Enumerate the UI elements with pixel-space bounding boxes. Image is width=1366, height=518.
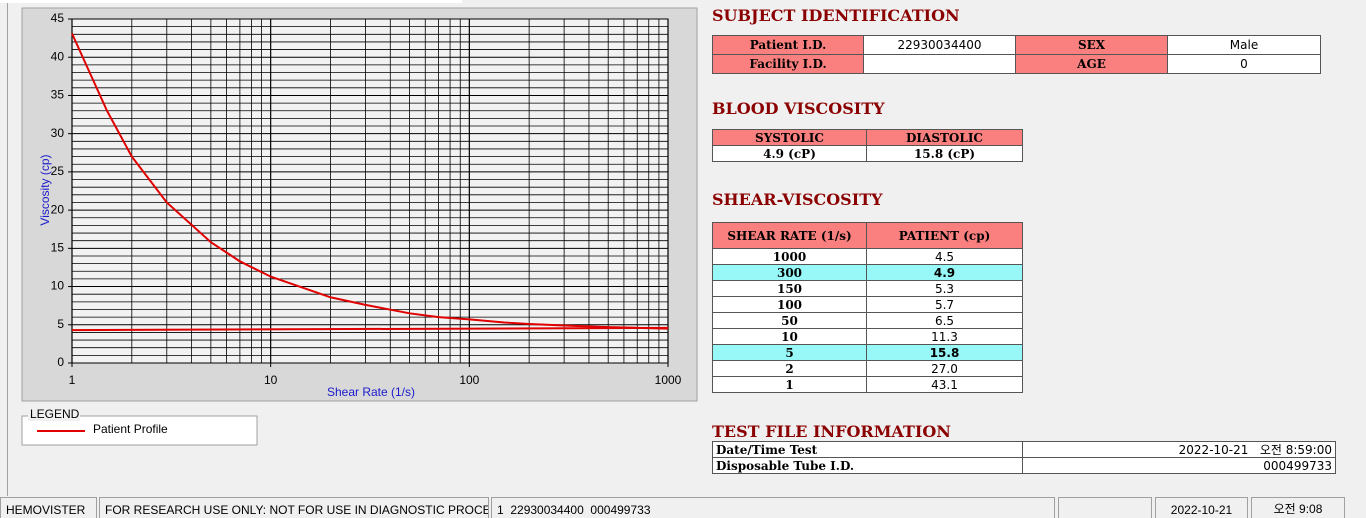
patient-viscosity: 15.8 <box>866 344 1023 361</box>
status-cell: FOR RESEARCH USE ONLY: NOT FOR USE IN DI… <box>99 497 489 518</box>
status-cell <box>1058 497 1152 518</box>
y-tick-label: 30 <box>51 126 65 140</box>
patient-viscosity: 6.5 <box>866 312 1023 329</box>
patient-viscosity: 11.3 <box>866 328 1023 345</box>
plot-area <box>71 18 669 364</box>
status-cell: HEMOVISTER <box>0 497 97 518</box>
left-border <box>7 0 8 496</box>
shear-rate: 50 <box>712 312 867 329</box>
section-title: TEST FILE INFORMATION <box>712 422 951 441</box>
info-label: Disposable Tube I.D. <box>712 457 1023 474</box>
y-axis-label: Viscosity (cp) <box>38 154 52 225</box>
info-value: 2022-10-21 오전 8:59:00 <box>1022 441 1336 458</box>
section-title: SUBJECT IDENTIFICATION <box>712 6 960 25</box>
column-header: DIASTOLIC <box>866 129 1023 146</box>
shear-rate: 150 <box>712 280 867 297</box>
top-strip <box>0 0 462 3</box>
field-label: SEX <box>1015 35 1168 55</box>
patient-viscosity: 43.1 <box>866 376 1023 393</box>
legend-label: Patient Profile <box>93 422 168 436</box>
section-title: SHEAR-VISCOSITY <box>712 190 883 209</box>
shear-rate: 1000 <box>712 248 867 265</box>
y-tick-label: 0 <box>57 355 64 369</box>
shear-rate: 10 <box>712 328 867 345</box>
shear-rate: 100 <box>712 296 867 313</box>
y-tick-label: 10 <box>51 279 65 293</box>
info-label: Date/Time Test <box>712 441 1023 458</box>
x-axis-label: Shear Rate (1/s) <box>327 385 415 399</box>
x-tick-label: 1 <box>69 373 76 387</box>
patient-viscosity: 5.3 <box>866 280 1023 297</box>
status-cell: 2022-10-21 <box>1155 497 1248 518</box>
data-line <box>71 326 669 332</box>
y-tick-label: 20 <box>51 202 65 216</box>
info-value: 000499733 <box>1022 457 1336 474</box>
x-tick-label: 100 <box>459 373 479 387</box>
x-tick-label: 10 <box>264 373 278 387</box>
y-tick-label: 45 <box>51 11 65 25</box>
y-tick-label: 5 <box>57 317 64 331</box>
patient-viscosity: 27.0 <box>866 360 1023 377</box>
column-header: SYSTOLIC <box>712 129 867 146</box>
field-value: 0 <box>1167 54 1321 74</box>
patient-viscosity: 4.5 <box>866 248 1023 265</box>
y-tick-label: 40 <box>51 49 65 63</box>
chart: Shear Rate (1/s) Viscosity (cp) LEGEND 0… <box>21 7 698 446</box>
field-value: Male <box>1167 35 1321 55</box>
shear-rate: 2 <box>712 360 867 377</box>
x-tick-label: 1000 <box>655 373 682 387</box>
field-label: Patient I.D. <box>712 35 864 55</box>
y-tick-label: 15 <box>51 241 65 255</box>
data-line <box>71 33 669 330</box>
viscosity-value: 4.9 (cP) <box>712 145 867 162</box>
shear-rate: 5 <box>712 344 867 361</box>
field-value <box>863 54 1016 74</box>
field-value: 22930034400 <box>863 35 1016 55</box>
viscosity-value: 15.8 (cP) <box>866 145 1023 162</box>
column-header: SHEAR RATE (1/s) <box>712 222 867 249</box>
shear-rate: 300 <box>712 264 867 281</box>
column-header: PATIENT (cp) <box>866 222 1023 249</box>
y-tick-label: 35 <box>51 88 65 102</box>
status-cell: 오전 9:08 <box>1251 497 1345 518</box>
status-cell: 1 22930034400 000499733 <box>491 497 1055 518</box>
y-tick-label: 25 <box>51 164 65 178</box>
legend-title-bg <box>28 409 80 421</box>
patient-viscosity: 5.7 <box>866 296 1023 313</box>
patient-viscosity: 4.9 <box>866 264 1023 281</box>
field-label: Facility I.D. <box>712 54 864 74</box>
field-label: AGE <box>1015 54 1168 74</box>
section-title: BLOOD VISCOSITY <box>712 99 885 118</box>
legend-title: LEGEND <box>30 407 80 421</box>
shear-rate: 1 <box>712 376 867 393</box>
